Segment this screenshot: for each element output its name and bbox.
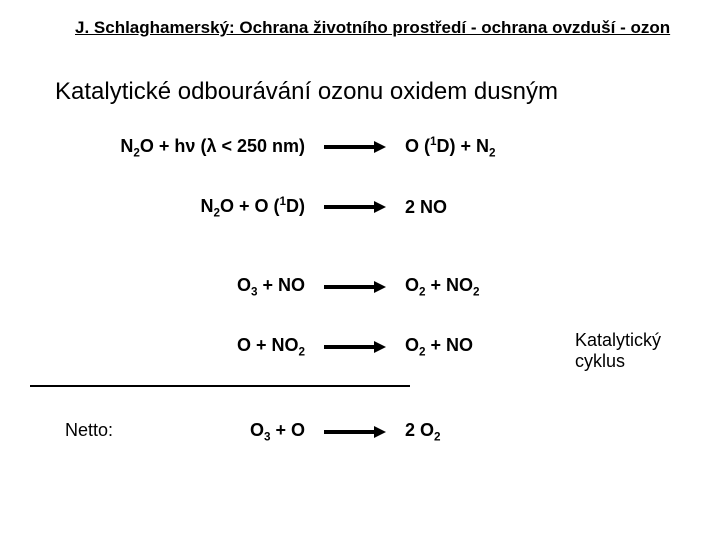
arrow-right-icon [305, 339, 405, 355]
equation-lhs: N2O + O (1D) [45, 195, 305, 220]
net-divider [30, 385, 410, 387]
arrow-right-icon [305, 424, 405, 440]
equation-rhs: O (1D) + N2 [405, 135, 585, 160]
equation-row: N2O + O (1D) 2 NO [45, 195, 585, 220]
equation-rhs: 2 NO [405, 197, 585, 218]
cycle-line-1: Katalytický [575, 330, 661, 350]
page-title: Katalytické odbourávání ozonu oxidem dus… [55, 78, 558, 106]
netto-label: Netto: [65, 420, 113, 441]
page-header: J. Schlaghamerský: Ochrana životního pro… [75, 18, 670, 38]
cycle-line-2: cyklus [575, 351, 625, 371]
equation-lhs: N2O + hν (λ < 250 nm) [45, 136, 305, 160]
equation-rhs: 2 O2 [405, 420, 585, 444]
arrow-right-icon [305, 279, 405, 295]
equation-rhs: O2 + NO2 [405, 275, 585, 299]
catalytic-cycle-label: Katalytický cyklus [575, 330, 661, 372]
equation-rhs: O2 + NO [405, 335, 585, 359]
equation-lhs: O + NO2 [45, 335, 305, 359]
equation-row: N2O + hν (λ < 250 nm) O (1D) + N2 [45, 135, 585, 160]
equation-row: O3 + O 2 O2 [45, 420, 585, 444]
arrow-right-icon [305, 199, 405, 215]
equation-row: O + NO2 O2 + NO [45, 335, 585, 359]
equation-lhs: O3 + NO [45, 275, 305, 299]
arrow-right-icon [305, 139, 405, 155]
equation-row: O3 + NO O2 + NO2 [45, 275, 585, 299]
